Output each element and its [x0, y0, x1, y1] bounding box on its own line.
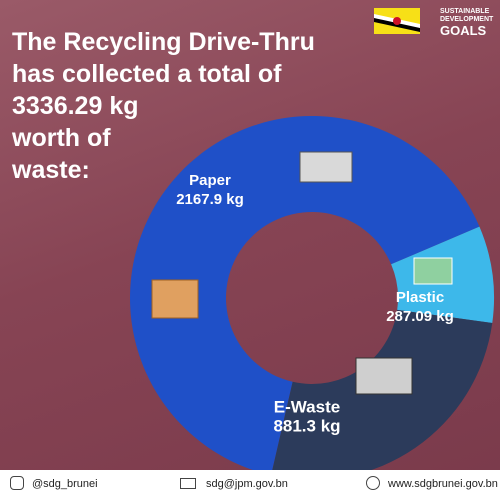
footer: @sdg_brunei sdg@jpm.gov.bn www.sdgbrunei…	[0, 470, 500, 497]
slice-label: E-Waste	[274, 397, 340, 416]
value-label: 881.3 kg	[273, 416, 340, 435]
text-line: waste:	[12, 156, 90, 184]
text-line: worth of	[12, 124, 111, 152]
text-line: GOALS	[440, 23, 487, 38]
paper-icon	[299, 151, 353, 183]
slice-label: Plastic	[396, 289, 444, 306]
text-line: The Recycling Drive-Thru	[12, 28, 315, 56]
instagram[interactable]: @sdg_brunei	[32, 478, 98, 490]
web-icon	[366, 476, 380, 490]
ewaste-icon	[355, 357, 413, 395]
box-icon	[151, 279, 199, 319]
email-icon	[180, 478, 196, 489]
text-line: SUSTAINABLE	[440, 8, 490, 15]
value-label: 287.09 kg	[386, 308, 454, 325]
text-line: DEVELOPMENT	[440, 16, 494, 23]
text-line: has collected a total of	[12, 60, 282, 88]
instagram-icon	[10, 476, 24, 490]
text-line: 3336.29 kg	[12, 92, 139, 120]
value-label: 2167.9 kg	[176, 191, 244, 208]
title: The Recycling Drive-Thru has collected a …	[12, 26, 315, 186]
donut-slice	[130, 116, 480, 476]
flag	[374, 8, 420, 34]
sdg-logo: SUSTAINABLE DEVELOPMENT GOALS	[440, 8, 493, 38]
website[interactable]: www.sdgbrunei.gov.bn	[388, 478, 498, 490]
plastic-icon	[413, 257, 453, 285]
email[interactable]: sdg@jpm.gov.bn	[206, 478, 288, 490]
donut-slice	[271, 309, 493, 480]
slice-label: Paper	[189, 172, 231, 189]
